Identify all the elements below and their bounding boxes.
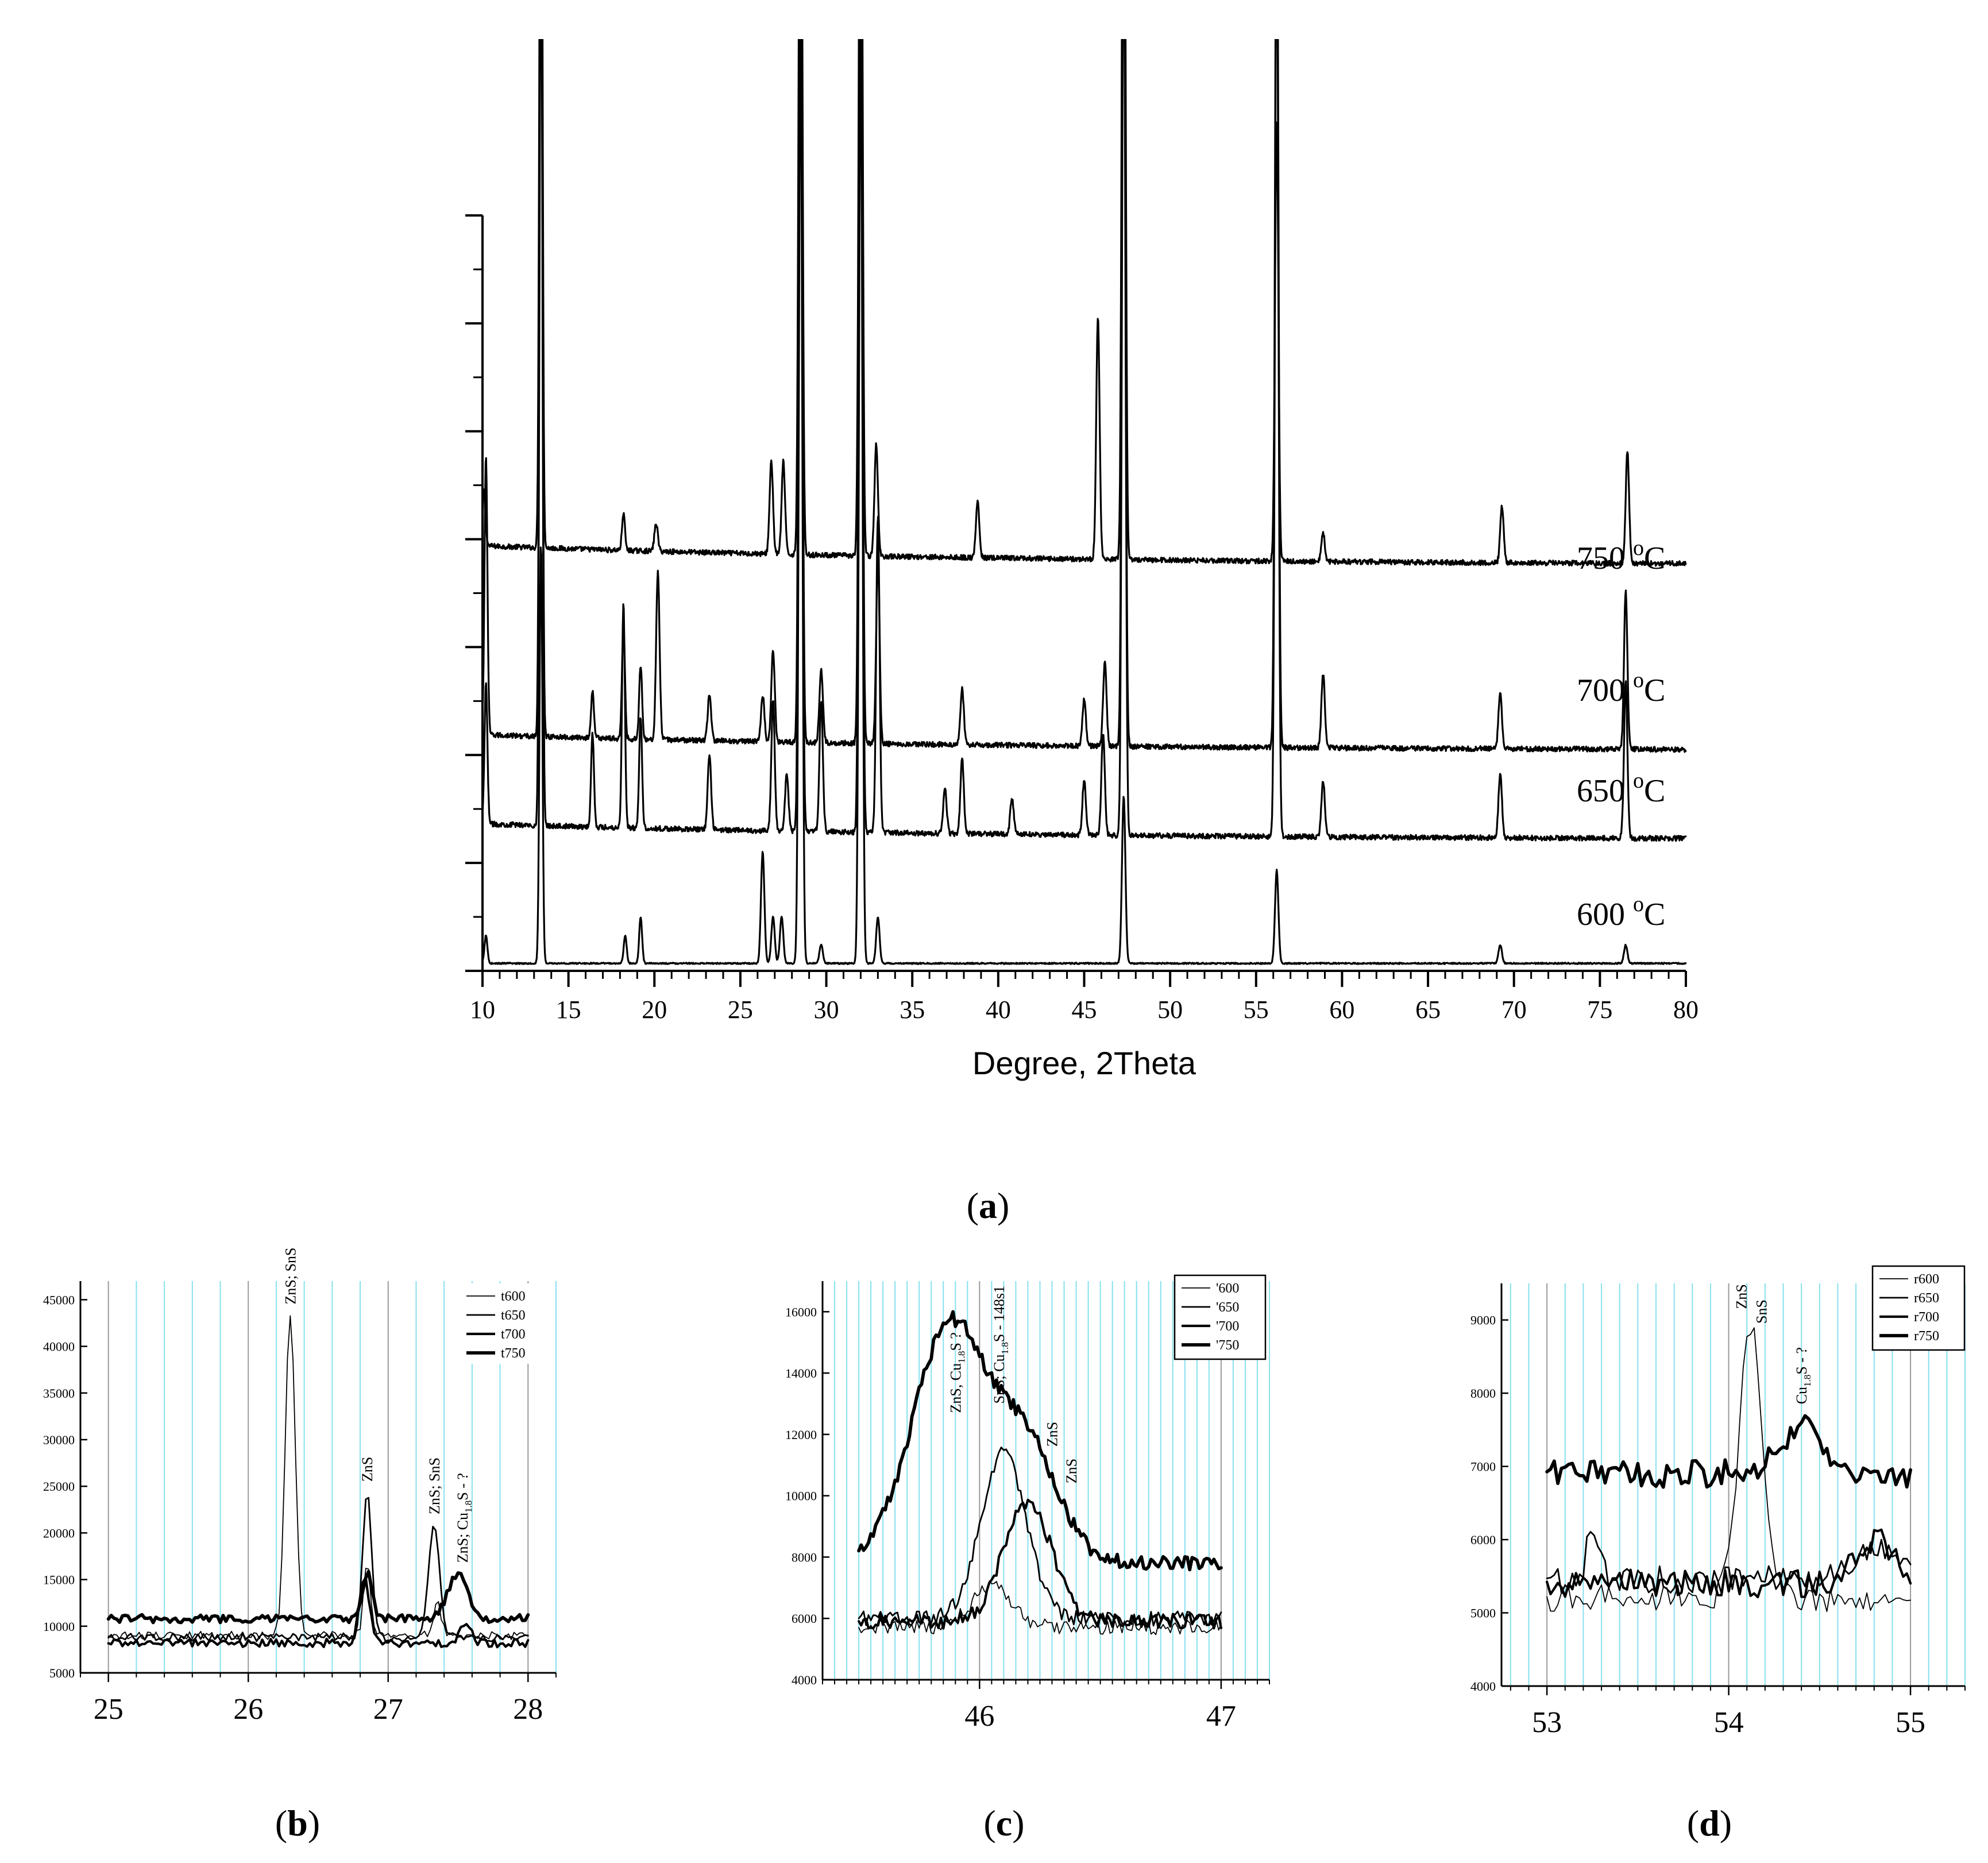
trace-r650 bbox=[1546, 1531, 1912, 1594]
y-tick-label: 7000 bbox=[1470, 1460, 1496, 1474]
legend-item: r600 bbox=[1914, 1272, 1939, 1287]
x-tick-label: 70 bbox=[1501, 996, 1527, 1024]
panel-a: 10 15 20 25 30 35 40 45 50 55 60 65 70 75 80 Degree, 2T… bbox=[465, 39, 1699, 1226]
x-tick-label: 10 bbox=[470, 996, 495, 1024]
trace-t700 bbox=[107, 1576, 530, 1649]
series-label: 700 oC bbox=[1577, 668, 1665, 708]
y-tick-label: 20000 bbox=[43, 1526, 75, 1540]
panel-label: (c) bbox=[983, 1803, 1024, 1843]
series-label: 600 oC bbox=[1577, 892, 1665, 932]
xrd-trace-700 bbox=[482, 39, 1687, 753]
y-tick-label: 5000 bbox=[49, 1666, 75, 1680]
legend-item: t750 bbox=[501, 1346, 526, 1361]
series-label: 750 oC bbox=[1577, 536, 1665, 576]
peak-annotation: ZnS, Cu1.8S ? bbox=[947, 1332, 967, 1413]
y-tick-label: 40000 bbox=[43, 1340, 75, 1354]
x-tick-label: 20 bbox=[642, 996, 667, 1024]
y-tick-label: 6000 bbox=[792, 1611, 817, 1626]
x-tick-label: 35 bbox=[900, 996, 925, 1024]
panel-label: (d) bbox=[1687, 1803, 1732, 1843]
x-tick-label: 50 bbox=[1157, 996, 1183, 1024]
legend-item: r650 bbox=[1914, 1291, 1939, 1306]
y-tick-label: 12000 bbox=[785, 1428, 817, 1442]
xrd-trace-750 bbox=[482, 39, 1687, 567]
legend-item: t700 bbox=[501, 1327, 526, 1342]
y-tick-label: 4000 bbox=[792, 1673, 817, 1687]
legend-box bbox=[460, 1283, 551, 1364]
y-tick-label: 16000 bbox=[785, 1305, 817, 1319]
x-tick-label: 46 bbox=[964, 1700, 994, 1733]
y-tick-label: 15000 bbox=[43, 1573, 75, 1587]
y-tick-label: 9000 bbox=[1470, 1313, 1496, 1328]
legend-item: '750 bbox=[1216, 1338, 1239, 1353]
x-tick-label: 47 bbox=[1206, 1700, 1236, 1733]
y-tick-label: 25000 bbox=[43, 1479, 75, 1494]
y-tick-label: 10000 bbox=[43, 1619, 75, 1634]
y-tick-label: 8000 bbox=[1470, 1386, 1496, 1401]
x-axis-title: Degree, 2Theta bbox=[972, 1045, 1196, 1081]
panel-c: 4000 6000 8000 10000 12000 14000 16000 46 47 ZnS,… bbox=[785, 1274, 1270, 1843]
y-tick-label: 4000 bbox=[1470, 1679, 1496, 1694]
y-tick-label: 5000 bbox=[1470, 1606, 1496, 1621]
xrd-trace-600 bbox=[482, 39, 1687, 965]
x-tick-label: 40 bbox=[986, 996, 1011, 1024]
y-tick-label: 30000 bbox=[43, 1433, 75, 1447]
y-tick-label: 10000 bbox=[785, 1489, 817, 1503]
peak-annotation: SnS; Cu1.8S - 148s1 bbox=[991, 1286, 1010, 1404]
x-tick-label: 55 bbox=[1896, 1706, 1925, 1739]
trace-r600 bbox=[1546, 1327, 1911, 1613]
y-tick-label: 45000 bbox=[43, 1293, 75, 1307]
peak-annotation: ZnS bbox=[1734, 1284, 1750, 1309]
panel-label: (a) bbox=[967, 1185, 1010, 1226]
y-tick-label: 6000 bbox=[1470, 1533, 1496, 1547]
x-tick-label: 15 bbox=[556, 996, 581, 1024]
trace-700 bbox=[858, 1498, 1222, 1630]
x-tick-label: 27 bbox=[373, 1693, 403, 1726]
panel-b: 5000 10000 15000 20000 25000 30000 35000 40000 4… bbox=[43, 1248, 557, 1843]
legend-item: '700 bbox=[1216, 1319, 1239, 1334]
peak-annotation: Cu1.8S - ? bbox=[1793, 1347, 1813, 1404]
trace-750 bbox=[857, 1310, 1223, 1572]
x-tick-label: 30 bbox=[814, 996, 839, 1024]
xrd-trace-650 bbox=[482, 39, 1687, 842]
y-tick-label: 14000 bbox=[785, 1366, 817, 1380]
x-tick-label: 53 bbox=[1532, 1706, 1562, 1739]
x-tick-label: 26 bbox=[233, 1693, 263, 1726]
x-tick-label: 65 bbox=[1415, 996, 1441, 1024]
x-tick-label: 28 bbox=[513, 1693, 543, 1726]
x-tick-label: 60 bbox=[1329, 996, 1354, 1024]
x-tick-label: 25 bbox=[94, 1693, 123, 1726]
trace-r750 bbox=[1545, 1414, 1912, 1489]
peak-annotation: SnS bbox=[1754, 1299, 1770, 1324]
series-label: 650 oC bbox=[1577, 769, 1665, 809]
legend-item: r700 bbox=[1914, 1310, 1939, 1325]
x-tick-label: 45 bbox=[1072, 996, 1097, 1024]
peak-annotation: ZnS; Cu1.8S - ? bbox=[454, 1473, 474, 1563]
legend-item: '650 bbox=[1216, 1300, 1239, 1315]
trace-r700 bbox=[1546, 1528, 1912, 1599]
legend-item: '600 bbox=[1216, 1281, 1239, 1296]
legend-item: t650 bbox=[501, 1308, 526, 1323]
y-tick-label: 8000 bbox=[792, 1550, 817, 1564]
peak-annotation: ZnS; SnS bbox=[426, 1457, 443, 1514]
x-tick-label: 55 bbox=[1244, 996, 1269, 1024]
x-tick-label: 25 bbox=[728, 996, 753, 1024]
peak-annotation: ZnS bbox=[359, 1457, 376, 1482]
peak-annotation: ZnS; SnS bbox=[282, 1248, 299, 1305]
peak-annotation: ZnS bbox=[1044, 1422, 1061, 1447]
panel-label: (b) bbox=[275, 1803, 320, 1843]
legend-item: t600 bbox=[501, 1289, 526, 1304]
trace-t750 bbox=[106, 1569, 530, 1625]
x-tick-label: 54 bbox=[1714, 1706, 1744, 1739]
legend-item: r750 bbox=[1914, 1329, 1939, 1344]
trace-600 bbox=[858, 1580, 1222, 1636]
y-tick-label: 35000 bbox=[43, 1386, 75, 1401]
peak-annotation: ZnS bbox=[1063, 1459, 1080, 1483]
x-tick-label: 75 bbox=[1587, 996, 1612, 1024]
x-tick-label: 80 bbox=[1673, 996, 1699, 1024]
